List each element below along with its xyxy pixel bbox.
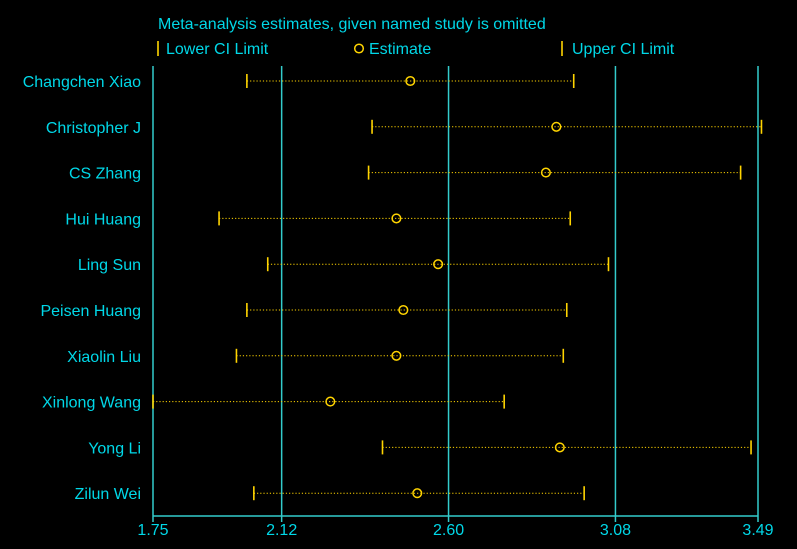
- study-label: Xinlong Wang: [42, 395, 141, 412]
- study-label: Hui Huang: [65, 211, 141, 228]
- legend-lower-label: Lower CI Limit: [166, 41, 269, 58]
- study-row: Xinlong Wang: [42, 394, 505, 412]
- study-label: Christopher J: [46, 120, 141, 137]
- legend-estimate-circle: [353, 43, 365, 54]
- study-row: Ling Sun: [78, 257, 610, 274]
- study-row: Hui Huang: [65, 211, 572, 228]
- study-row: Zilun Wei: [75, 486, 585, 503]
- estimate-marker: [325, 396, 336, 407]
- reference-lines: [152, 66, 759, 516]
- legend-upper-label: Upper CI Limit: [572, 41, 675, 58]
- x-tick-label: 3.08: [600, 522, 631, 539]
- study-row: Peisen Huang: [40, 303, 568, 320]
- legend-item-estimate: Estimate: [353, 41, 431, 58]
- estimate-marker: [540, 167, 551, 178]
- legend-item-upper: Upper CI Limit: [561, 41, 675, 58]
- estimate-marker: [398, 304, 409, 316]
- x-tick-label: 2.60: [433, 522, 464, 539]
- study-label: Xiaolin Liu: [67, 349, 141, 366]
- study-label: CS Zhang: [69, 166, 141, 183]
- legend: Lower CI Limit Estimate Upper CI Limit: [157, 41, 675, 58]
- study-label: Changchen Xiao: [23, 74, 141, 91]
- x-tick-label: 1.75: [137, 522, 168, 539]
- study-label: Ling Sun: [78, 257, 141, 274]
- estimate-marker: [551, 121, 562, 132]
- study-label: Peisen Huang: [40, 303, 141, 320]
- estimate-marker: [412, 488, 423, 499]
- estimate-marker: [554, 442, 565, 453]
- estimate-marker: [433, 259, 444, 270]
- study-label: Yong Li: [88, 440, 141, 457]
- legend-estimate-label: Estimate: [369, 41, 431, 58]
- x-tick-label: 2.12: [266, 522, 297, 539]
- study-row: Xiaolin Liu: [67, 348, 565, 366]
- estimate-marker: [391, 350, 402, 361]
- x-tick-label: 3.49: [742, 522, 773, 539]
- study-row: Christopher J: [46, 119, 763, 137]
- study-row: CS Zhang: [69, 165, 742, 183]
- legend-item-lower: Lower CI Limit: [157, 41, 269, 58]
- x-axis: 1.75 2.12 2.60 3.08 3.49: [137, 515, 774, 539]
- study-row: Changchen Xiao: [23, 74, 575, 91]
- estimate-marker: [391, 213, 402, 224]
- study-rows: Changchen Xiao Christopher J CS Zhang Hui H…: [23, 74, 763, 503]
- study-row: Yong Li: [88, 440, 752, 457]
- estimate-marker: [405, 75, 416, 87]
- chart-title: Meta-analysis estimates, given named stu…: [158, 16, 546, 33]
- study-label: Zilun Wei: [75, 486, 141, 503]
